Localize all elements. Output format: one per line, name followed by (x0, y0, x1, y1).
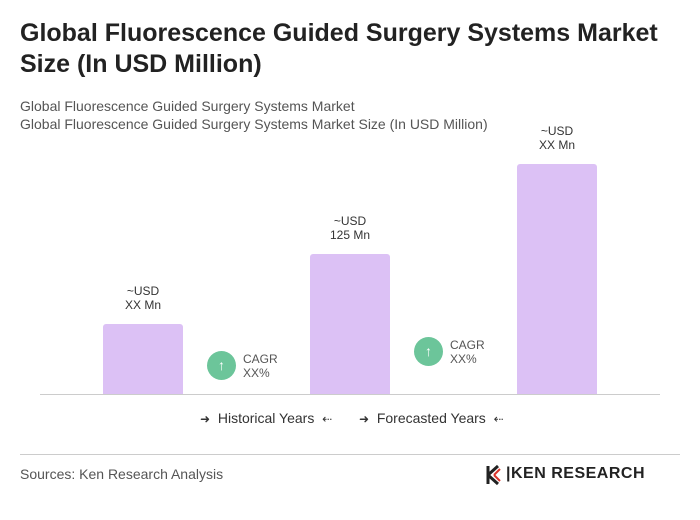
chart-title: Global Fluorescence Guided Surgery Syste… (20, 19, 658, 78)
logo: KEN RESEARCH (510, 465, 645, 482)
legend-item: ➜ Historical Years ⇠ (200, 410, 333, 426)
cagr-icon: ↑ (414, 337, 443, 366)
cagr-icon: ↑ (207, 351, 236, 380)
bar (310, 254, 390, 394)
logo-icon (486, 464, 501, 486)
logo-text: |KEN RESEARCH (506, 465, 645, 482)
divider (20, 454, 680, 455)
bar (103, 324, 183, 394)
cagr-label: CAGR XX% (243, 352, 278, 380)
baseline (40, 394, 660, 395)
subtitle: Global Fluorescence Guided Surgery Syste… (20, 116, 488, 132)
legend-label: Forecasted Years (376, 410, 486, 426)
legend-item: ➜ Forecasted Years ⇠ (359, 410, 504, 426)
data-label: ~USD 125 Mn (329, 214, 371, 242)
subtitle: Global Fluorescence Guided Surgery Syste… (20, 98, 355, 114)
cagr-label: CAGR XX% (450, 338, 485, 366)
bar (517, 164, 597, 394)
legend-label: Historical Years (217, 410, 315, 426)
data-label: ~USD XX Mn (538, 124, 575, 153)
source: Sources: Ken Research Analysis (20, 466, 224, 482)
data-label: ~USD XX Mn (124, 284, 161, 312)
